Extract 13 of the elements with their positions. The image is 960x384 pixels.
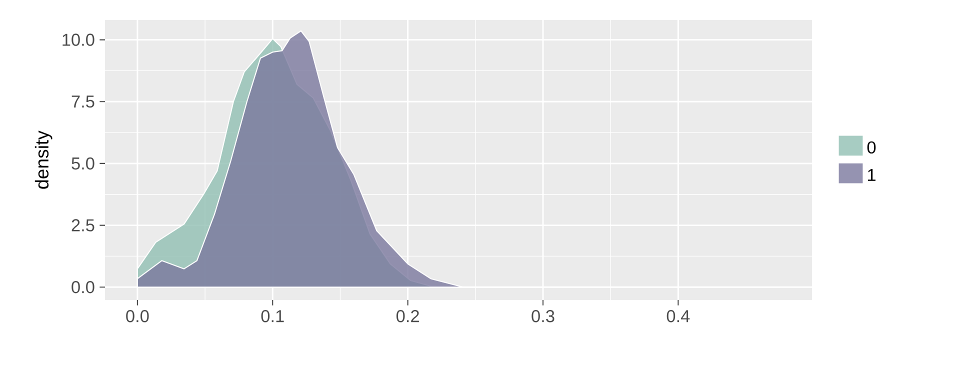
y-tick-label: 5.0: [72, 157, 94, 170]
y-tick-label: 2.5: [72, 219, 94, 232]
legend-label: 1: [868, 169, 876, 181]
y-axis-title: density: [34, 130, 52, 189]
x-tick-label: 0.1: [261, 310, 284, 322]
legend-label: 0: [867, 141, 876, 154]
x-tick-label: 0.3: [532, 310, 554, 322]
x-tick-label: 0.2: [396, 310, 419, 322]
y-tick-label: 7.5: [72, 96, 94, 108]
x-tick-label: 0.4: [666, 310, 690, 322]
y-tick-label: 0.0: [72, 281, 94, 294]
y-tick-label: 10.0: [62, 34, 94, 46]
x-tick-label: 0.0: [126, 310, 149, 322]
